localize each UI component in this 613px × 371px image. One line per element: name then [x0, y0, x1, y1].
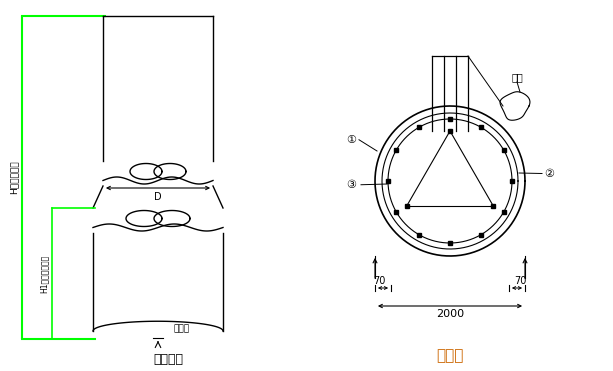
Text: H1（入岩深度）: H1（入岩深度）: [39, 255, 48, 293]
Text: ①: ①: [346, 135, 356, 145]
Text: ③: ③: [346, 180, 356, 190]
Text: 70: 70: [515, 276, 527, 286]
Text: H（桩身长）: H（桩身长）: [9, 161, 18, 194]
Text: 70: 70: [373, 276, 386, 286]
Text: D: D: [154, 192, 162, 202]
Text: 持力层: 持力层: [173, 325, 189, 334]
Text: 2000: 2000: [436, 309, 464, 319]
Text: ②: ②: [544, 168, 554, 178]
Text: 焊接: 焊接: [511, 72, 523, 82]
Text: 桩截面: 桩截面: [436, 348, 463, 363]
Text: 桩身大样: 桩身大样: [153, 353, 183, 366]
